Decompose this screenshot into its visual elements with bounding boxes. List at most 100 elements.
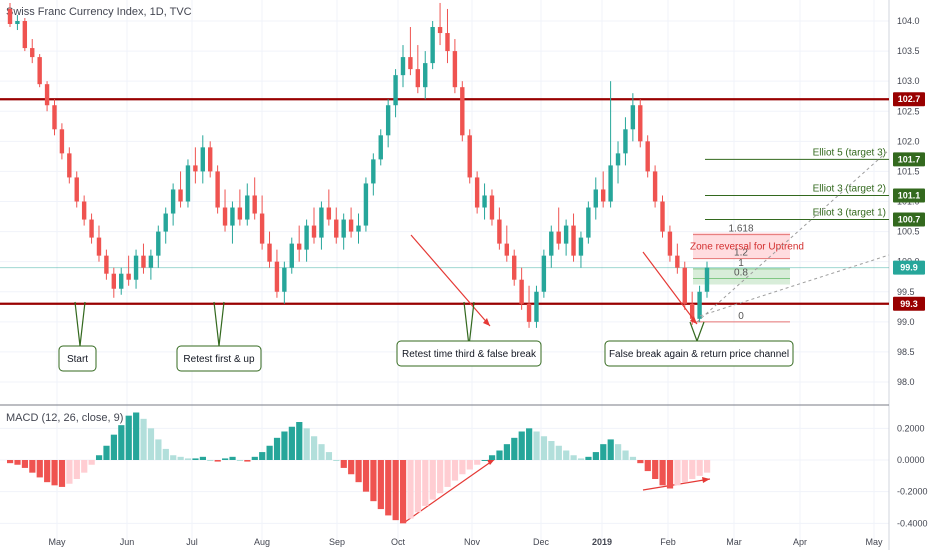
candle-body <box>289 243 294 268</box>
macd-bar <box>21 460 29 468</box>
macd-bar <box>362 460 370 492</box>
macd-bar <box>459 460 466 475</box>
price-tag <box>893 296 925 311</box>
trend-arrow-1 <box>410 234 491 327</box>
candle-body <box>363 183 369 226</box>
projection-line-2 <box>699 254 890 317</box>
macd-bar <box>95 455 103 460</box>
macd-bar <box>659 460 666 486</box>
callout-retest-first <box>176 345 262 372</box>
candle-body <box>489 195 495 220</box>
macd-tick-label: 0.0000 <box>897 455 925 465</box>
macd-bar <box>385 460 392 516</box>
macd-bar <box>147 428 155 460</box>
x-tick-label: Jun <box>120 537 135 547</box>
trend-arrow-2 <box>642 251 698 325</box>
macd-tick-label: -0.2000 <box>897 487 928 497</box>
candle-body <box>660 201 665 232</box>
macd-bar <box>503 444 510 460</box>
candle-body <box>460 87 465 136</box>
macd-bar <box>696 460 703 476</box>
macd-bar <box>296 422 303 460</box>
candle-body <box>282 267 287 292</box>
candle-body <box>334 219 339 238</box>
macd-bar <box>125 415 132 460</box>
candle-body <box>608 165 613 202</box>
price-tag-label: 100.7 <box>898 215 921 225</box>
macd-bar <box>333 460 340 461</box>
horizontal-levels <box>0 98 889 305</box>
callout-false-break-label: False break again & return price channel <box>609 349 789 360</box>
candle-body <box>37 57 42 85</box>
macd-bar <box>44 460 51 483</box>
candle-body <box>215 171 220 208</box>
macd-bar <box>303 428 310 460</box>
macd-bar <box>607 439 614 460</box>
x-tick-label: May <box>865 537 883 547</box>
y-tick-label: 98.5 <box>897 347 915 357</box>
callout-retest-third <box>396 340 542 367</box>
macd-bar <box>66 460 73 484</box>
macd-bar <box>689 460 696 479</box>
candle-body <box>534 291 539 322</box>
callout-start-label: Start <box>67 354 88 365</box>
candle-body <box>408 57 413 70</box>
macd-bar <box>140 418 147 460</box>
callout-retest-third-label: Retest time third & false break <box>402 349 537 360</box>
macd-bar <box>615 444 622 460</box>
candle-body <box>7 8 13 25</box>
macd-bar <box>429 460 436 500</box>
macd-bar <box>526 428 533 460</box>
candle-body <box>274 261 280 292</box>
macd-bar <box>288 426 295 460</box>
candle-body <box>59 129 65 154</box>
candle-body <box>689 303 695 319</box>
candle-body <box>385 105 391 136</box>
drawings <box>404 149 890 523</box>
fib-level-label: 1.618 <box>728 224 753 235</box>
macd-bar <box>407 460 414 519</box>
macd-bar <box>244 460 251 462</box>
macd-bar <box>466 460 473 470</box>
reversal-zone <box>693 232 790 259</box>
macd-bar <box>370 460 377 502</box>
macd-bar <box>81 460 88 473</box>
candle-body <box>230 207 235 226</box>
candle-body <box>697 291 702 319</box>
x-tick-label: Nov <box>464 537 481 547</box>
candle-body <box>497 219 502 244</box>
candle-body <box>15 21 20 25</box>
macd-bar <box>637 460 644 464</box>
price-tag-label: 101.7 <box>898 154 921 164</box>
candle-body <box>445 33 450 52</box>
macd-bar <box>133 412 140 460</box>
macd-bar <box>518 431 525 460</box>
price-tags: 102.7 101.7 101.1 100.7 99.9 99.3 <box>893 92 925 311</box>
projection-line <box>696 149 890 323</box>
candle-body <box>682 267 687 304</box>
macd-bar <box>444 460 451 487</box>
candle-body <box>586 207 591 238</box>
y-tick-label: 102.0 <box>897 136 920 146</box>
macd-bar <box>7 460 14 464</box>
candle-body <box>356 225 361 232</box>
macd-bar <box>563 450 570 460</box>
macd-bar <box>355 460 362 483</box>
macd-bar <box>110 434 118 460</box>
candle-body <box>126 273 131 280</box>
macd-histogram <box>7 412 711 524</box>
x-tick-label: Dec <box>533 537 550 547</box>
callout-start <box>58 345 97 372</box>
macd-bar <box>311 436 318 460</box>
target-label: Elliot 5 (target 3) <box>813 147 886 158</box>
price-tag-label: 102.7 <box>898 94 921 104</box>
target-label: Elliot 3 (target 1) <box>813 208 886 219</box>
y-tick-label: 99.0 <box>897 317 915 327</box>
trend-arrow-2-head <box>690 316 697 324</box>
candle-body <box>208 147 213 172</box>
macd-bar <box>511 437 518 460</box>
candle-body <box>600 189 606 202</box>
macd-bar <box>644 460 651 472</box>
chart-title: Swiss Franc Currency Index, 1D, TVC <box>6 6 192 18</box>
fib-green-zone <box>693 268 790 285</box>
